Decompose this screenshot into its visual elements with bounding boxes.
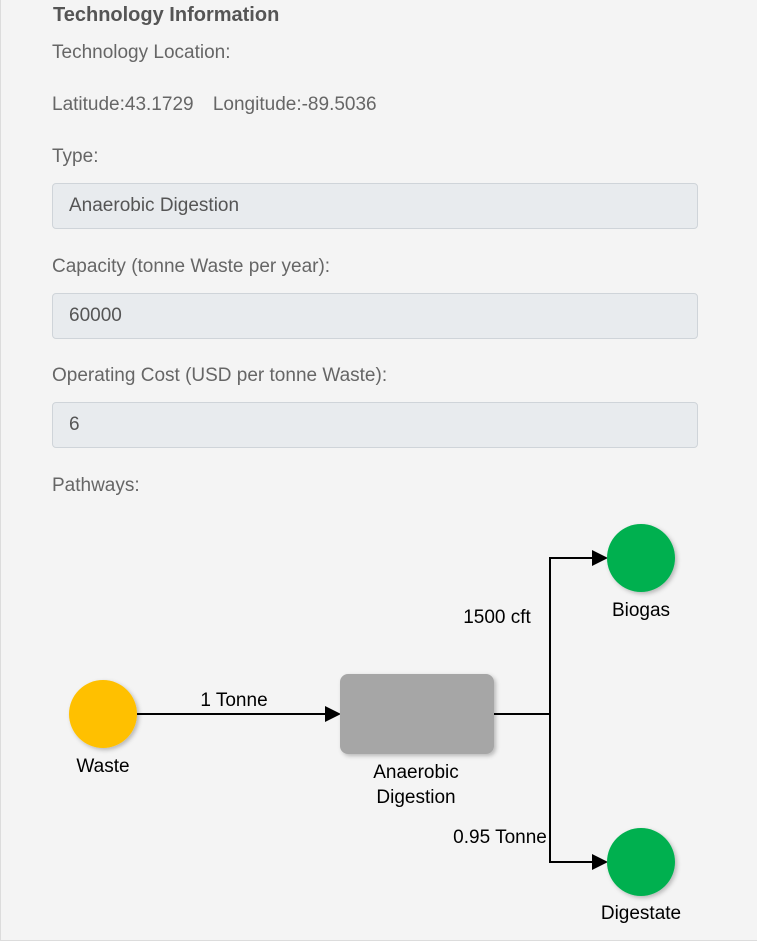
digestate-node bbox=[607, 828, 675, 896]
pathways-label: Pathways: bbox=[52, 475, 140, 496]
process-node-label-line2: Digestion bbox=[376, 787, 455, 808]
digestate-node-label: Digestate bbox=[601, 903, 681, 924]
waste-node bbox=[69, 680, 137, 748]
digestate-edge bbox=[549, 714, 608, 870]
capacity-field[interactable]: 60000 bbox=[52, 293, 698, 339]
process-node-label-line1: Anaerobic bbox=[373, 762, 459, 783]
type-label: Type: bbox=[52, 146, 99, 167]
operating-cost-field[interactable]: 6 bbox=[52, 402, 698, 448]
biogas-node bbox=[607, 524, 675, 592]
section-title: Technology Information bbox=[53, 4, 280, 26]
type-field[interactable]: Anaerobic Digestion bbox=[52, 183, 698, 229]
biogas-edge-label: 1500 cft bbox=[463, 607, 531, 628]
location-label: Technology Location: bbox=[52, 42, 231, 63]
waste-node-label: Waste bbox=[76, 756, 129, 777]
input-edge-label: 1 Tonne bbox=[200, 690, 267, 711]
process-node bbox=[340, 674, 494, 754]
biogas-edge bbox=[549, 550, 608, 714]
operating-cost-label: Operating Cost (USD per tonne Waste): bbox=[52, 365, 388, 386]
latitude-value: Latitude:43.1729 bbox=[52, 94, 194, 115]
capacity-label: Capacity (tonne Waste per year): bbox=[52, 256, 331, 277]
biogas-node-label: Biogas bbox=[612, 600, 670, 621]
location-coordinates: Latitude:43.1729 Longitude:-89.5036 bbox=[52, 94, 391, 116]
longitude-value: Longitude:-89.5036 bbox=[212, 94, 377, 115]
digestate-edge-label: 0.95 Tonne bbox=[453, 827, 547, 848]
pathway-diagram: 1 Tonne Waste Anaerobic Digestion 1500 c… bbox=[69, 524, 681, 924]
